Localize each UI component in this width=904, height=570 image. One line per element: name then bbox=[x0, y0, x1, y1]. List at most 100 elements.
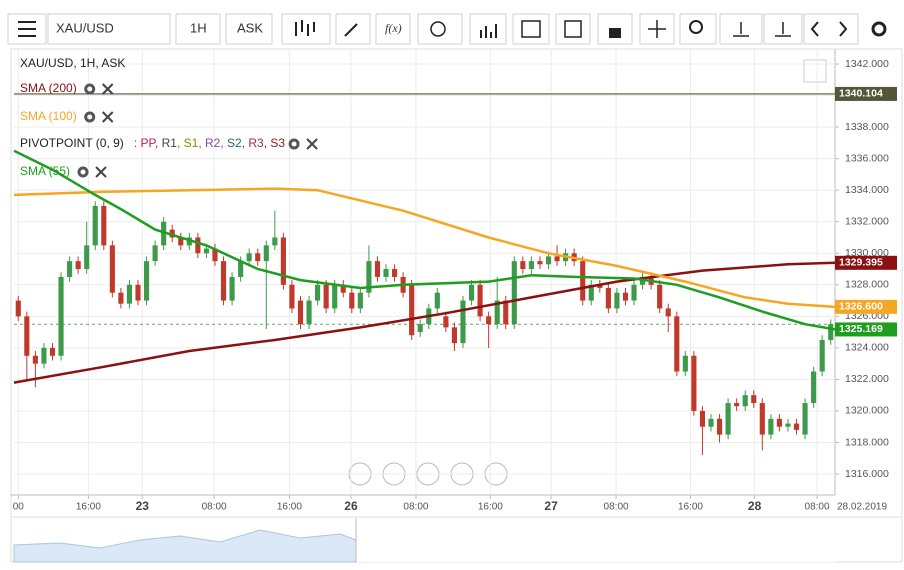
candle-body bbox=[802, 403, 808, 435]
fullscreen-button[interactable] bbox=[803, 59, 827, 83]
pivot-label-box bbox=[835, 86, 897, 101]
candle-body bbox=[152, 245, 158, 262]
x-tick-label: 08:00 bbox=[604, 502, 629, 513]
remove-icon[interactable] bbox=[306, 138, 318, 150]
candle-body bbox=[49, 347, 56, 356]
bars-button[interactable] bbox=[469, 13, 507, 45]
legend-entry: SMA (55) bbox=[20, 164, 70, 178]
info-button[interactable] bbox=[417, 13, 463, 45]
info-icon bbox=[430, 21, 446, 37]
upload-icon bbox=[733, 22, 749, 37]
candle-body bbox=[143, 261, 150, 301]
pivot-label: 1340.104 bbox=[839, 88, 883, 100]
legend-entry: SMA (200) bbox=[20, 81, 77, 95]
candle-body bbox=[409, 284, 415, 336]
function-button[interactable] bbox=[375, 13, 411, 45]
calendar-button[interactable] bbox=[512, 13, 550, 45]
candle-body bbox=[383, 269, 389, 277]
candle-body bbox=[118, 292, 124, 304]
menu-icon bbox=[18, 21, 36, 37]
y-tick-label: 1336.000 bbox=[845, 152, 889, 164]
candle-body bbox=[92, 205, 98, 246]
candle-body bbox=[828, 324, 834, 340]
remove-icon[interactable] bbox=[101, 83, 114, 95]
candle-body bbox=[272, 237, 278, 246]
candle-body bbox=[417, 324, 423, 333]
candle-body bbox=[716, 418, 723, 435]
legend-entry: SMA (100) bbox=[20, 109, 77, 123]
settings-icon[interactable] bbox=[77, 166, 89, 178]
scroll-icons bbox=[810, 21, 848, 37]
candle-body bbox=[203, 248, 209, 254]
remove-icon[interactable] bbox=[95, 166, 107, 178]
candle-body bbox=[195, 237, 201, 254]
value-label-box bbox=[835, 322, 897, 337]
symbol-box[interactable] bbox=[47, 13, 171, 45]
candle-body bbox=[468, 284, 475, 301]
candle-body bbox=[340, 284, 346, 293]
settings-button[interactable] bbox=[871, 21, 887, 37]
value-label: 1325.169 bbox=[839, 323, 883, 335]
remove-icon[interactable] bbox=[101, 111, 114, 123]
pivot-item: , R2 bbox=[198, 136, 220, 150]
price-type-button[interactable] bbox=[225, 13, 273, 45]
candle-body bbox=[725, 403, 731, 435]
x-tick-label: 16:00 bbox=[277, 502, 302, 513]
candle-body bbox=[15, 300, 21, 317]
y-tick-label: 1324.000 bbox=[845, 342, 889, 354]
settings-icon[interactable] bbox=[288, 138, 300, 150]
y-tick-label: 1342.000 bbox=[845, 58, 889, 70]
candle-body bbox=[169, 229, 175, 238]
candle-body bbox=[84, 245, 90, 270]
interval: 1H bbox=[190, 20, 207, 35]
candle-body bbox=[605, 287, 611, 309]
crosshair-icon bbox=[648, 20, 666, 38]
settings-icon[interactable] bbox=[84, 83, 96, 95]
x-tick-label: 26 bbox=[344, 499, 358, 513]
candle-body bbox=[212, 248, 218, 262]
y-tick-label: 1332.000 bbox=[845, 216, 889, 228]
candle-body bbox=[494, 300, 500, 325]
navigator-window[interactable] bbox=[356, 518, 835, 562]
calendar-icon bbox=[521, 20, 541, 38]
report-button[interactable] bbox=[555, 13, 591, 45]
candle-body bbox=[75, 261, 81, 270]
x-tick-label: 08:00 bbox=[403, 502, 428, 513]
candle-body bbox=[819, 339, 825, 372]
plot-area bbox=[13, 50, 836, 495]
y-tick-label: 1318.000 bbox=[845, 436, 889, 448]
x-tick-label: 16:00 bbox=[678, 502, 703, 513]
zoom-button[interactable] bbox=[679, 13, 717, 45]
sma-line bbox=[13, 149, 836, 331]
x-tick-label: 16:00 bbox=[76, 502, 101, 513]
draw-icon bbox=[344, 23, 358, 37]
candle-body bbox=[280, 237, 286, 285]
interval-button[interactable] bbox=[175, 13, 221, 45]
candle-body bbox=[537, 261, 543, 265]
candle-body bbox=[511, 261, 517, 325]
toolbar: XAU/USD 1H ASK f(x) bbox=[7, 13, 887, 45]
candle-body bbox=[246, 253, 252, 262]
candle-body bbox=[392, 269, 398, 277]
candle-body bbox=[768, 418, 774, 435]
value-label: 1329.395 bbox=[839, 257, 883, 269]
candle-body bbox=[238, 261, 244, 277]
chart-type-button[interactable] bbox=[281, 13, 331, 45]
candle-body bbox=[588, 284, 594, 301]
x-tick-label: 27 bbox=[544, 499, 558, 513]
candle-body bbox=[785, 423, 791, 427]
candle-body bbox=[315, 284, 321, 301]
candle-body bbox=[691, 355, 697, 411]
settings-icon[interactable] bbox=[84, 111, 96, 123]
candle-body bbox=[597, 284, 603, 288]
candle-body bbox=[41, 347, 47, 364]
candle-body bbox=[126, 284, 133, 304]
x-tick-label: 28 bbox=[748, 499, 762, 513]
candle-body bbox=[657, 284, 663, 309]
candle-body bbox=[357, 292, 363, 309]
candle-body bbox=[220, 261, 227, 301]
report-icon bbox=[564, 20, 582, 38]
candle-body bbox=[614, 292, 620, 309]
pivot-item: , R3 bbox=[242, 136, 264, 150]
